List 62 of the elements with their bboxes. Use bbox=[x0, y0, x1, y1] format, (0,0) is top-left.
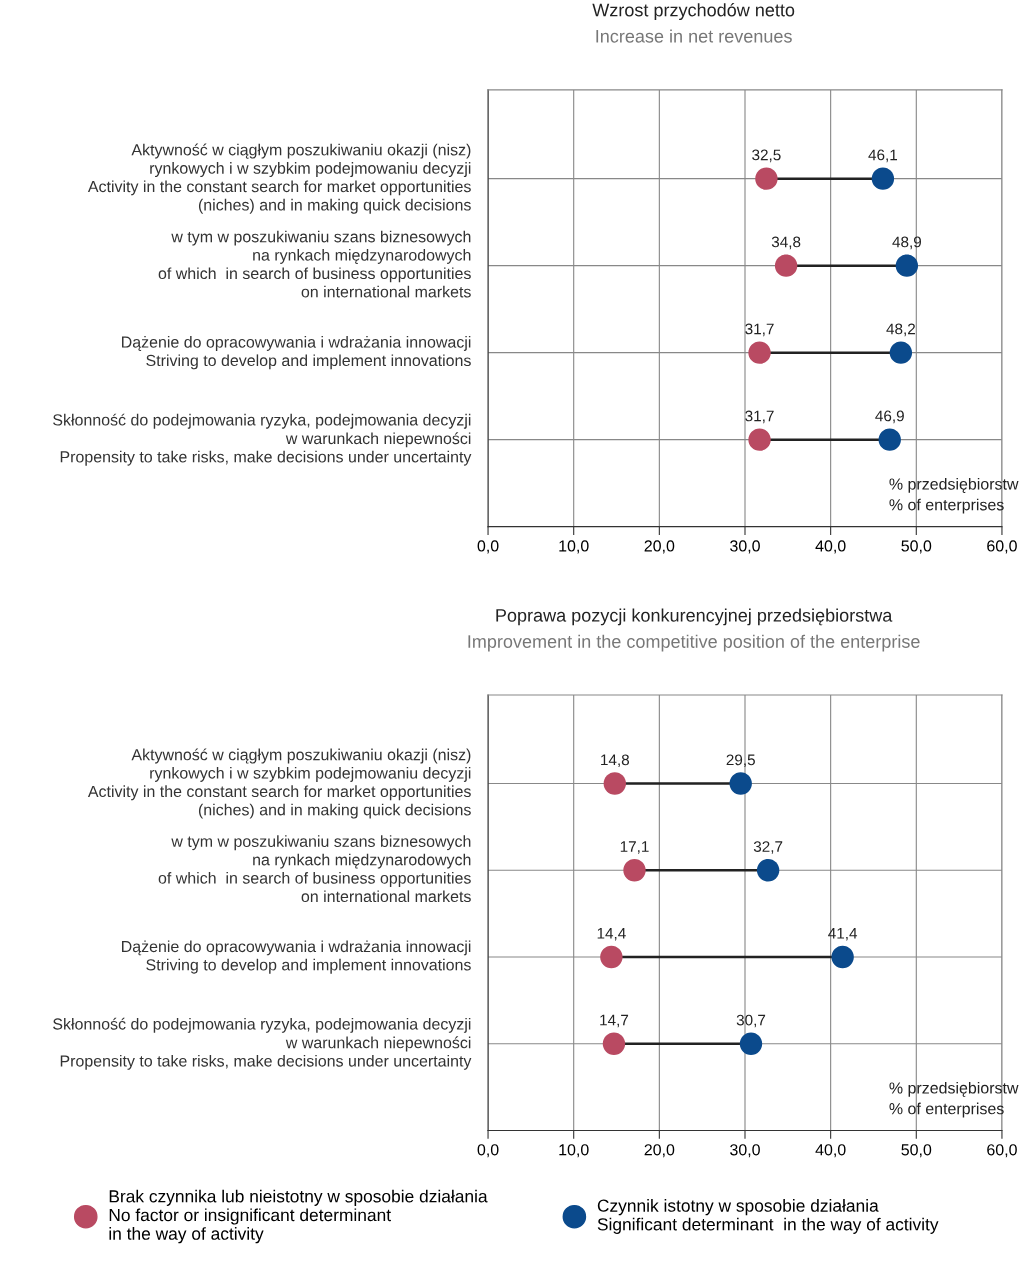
point bbox=[878, 428, 901, 451]
data-label: 46,1 bbox=[868, 149, 898, 163]
x-tick-label: 20,0 bbox=[644, 540, 675, 554]
x-axis-title: % przedsiębiorstw % of enterprises bbox=[889, 477, 1019, 514]
chart-subtitle: Increase in net revenues bbox=[596, 29, 792, 43]
x-tick-label: 10,0 bbox=[559, 540, 589, 554]
x-tick-label: 10,0 bbox=[559, 1144, 589, 1158]
point bbox=[748, 341, 771, 364]
chart-subtitle: Improvement in the competitive position of the enterprise bbox=[468, 634, 920, 652]
x-tick-label: 40,0 bbox=[815, 1144, 846, 1158]
point bbox=[603, 772, 627, 795]
x-tick-label: 0,0 bbox=[477, 540, 499, 554]
x-tick-label: 60,0 bbox=[987, 1144, 1017, 1158]
data-label: 30,7 bbox=[736, 1014, 766, 1028]
x-tick-label: 50,0 bbox=[901, 1144, 932, 1158]
y-tick-label: w tym w poszukiwaniu szans biznesowych na rynkach międzynarodowych of which in search of business opportunities on international markets bbox=[158, 230, 471, 298]
x-tick-label: 60,0 bbox=[987, 540, 1017, 554]
point bbox=[602, 1032, 626, 1055]
data-label: 14,8 bbox=[601, 754, 630, 768]
point bbox=[748, 428, 771, 451]
data-label: 48,2 bbox=[886, 323, 915, 337]
chart-title: Wzrost przychodów netto bbox=[592, 2, 795, 20]
data-label: 48,9 bbox=[892, 236, 922, 250]
y-tick-label: Aktywność w ciągłym poszukiwaniu okazji (nisz) rynkowych i w szybkim podejmowaniu decyzji Activity in the constant search for market opportunities (niches) and in making quick decisions bbox=[87, 748, 471, 819]
x-tick-label: 30,0 bbox=[730, 1144, 760, 1158]
y-tick-label: w tym w poszukiwaniu szans biznesowych na rynkach międzynarodowych of which in search of business opportunities on international markets bbox=[158, 835, 471, 903]
data-label: 17,1 bbox=[620, 841, 649, 854]
point bbox=[889, 341, 913, 364]
point bbox=[755, 167, 778, 190]
x-tick-label: 20,0 bbox=[644, 1144, 675, 1158]
y-tick-label: Skłonność do podejmowania ryzyka, podejmowania decyzji w warunkach niepewności Propensity to take risks, make decisions under uncertainty bbox=[53, 413, 472, 466]
data-label: 29,5 bbox=[726, 754, 755, 768]
legend-label: Brak czynnika lub nieistotny w sposobie działania No factor or insignificant determinant in the way of activity bbox=[109, 1189, 488, 1244]
data-label: 46,9 bbox=[875, 410, 904, 424]
point bbox=[895, 254, 919, 277]
data-label: 34,8 bbox=[771, 236, 801, 250]
data-label: 14,4 bbox=[597, 928, 626, 941]
point bbox=[774, 254, 798, 277]
x-axis-title: % przedsiębiorstw % of enterprises bbox=[889, 1081, 1019, 1118]
y-tick-label: Skłonność do podejmowania ryzyka, podejmowania decyzji w warunkach niepewności Propensity to take risks, make decisions under uncertainty bbox=[53, 1017, 472, 1070]
point bbox=[739, 1032, 763, 1055]
point bbox=[831, 945, 854, 969]
x-tick-label: 0,0 bbox=[477, 1144, 499, 1158]
data-label: 31,7 bbox=[745, 410, 774, 424]
data-label: 14,7 bbox=[600, 1014, 629, 1028]
data-label: 32,5 bbox=[752, 149, 781, 163]
data-label: 41,4 bbox=[828, 928, 858, 941]
x-tick-label: 50,0 bbox=[901, 540, 932, 554]
y-tick-label: Dążenie do opracowywania i wdrażania innowacji Striving to develop and implement innovations bbox=[122, 940, 471, 974]
point bbox=[600, 945, 623, 969]
x-tick-label: 30,0 bbox=[730, 540, 760, 554]
y-tick-label: Aktywność w ciągłym poszukiwaniu okazji (nisz) rynkowych i w szybkim podejmowaniu decyzji Activity in the constant search for market opportunities (niches) and in making quick decisions bbox=[87, 143, 471, 214]
chart-title: Poprawa pozycji konkurencyjnej przedsiębiorstwa bbox=[496, 608, 893, 626]
point bbox=[623, 859, 646, 882]
legend-label: Czynnik istotny w sposobie działania Significant determinant in the way of activity bbox=[597, 1199, 939, 1234]
data-label: 31,7 bbox=[745, 323, 774, 337]
data-label: 32,7 bbox=[753, 841, 783, 854]
y-tick-label: Dążenie do opracowywania i wdrażania innowacji Striving to develop and implement innovations bbox=[122, 336, 471, 370]
point bbox=[756, 859, 780, 882]
point bbox=[871, 167, 895, 190]
x-tick-label: 40,0 bbox=[815, 540, 846, 554]
point bbox=[729, 772, 752, 795]
